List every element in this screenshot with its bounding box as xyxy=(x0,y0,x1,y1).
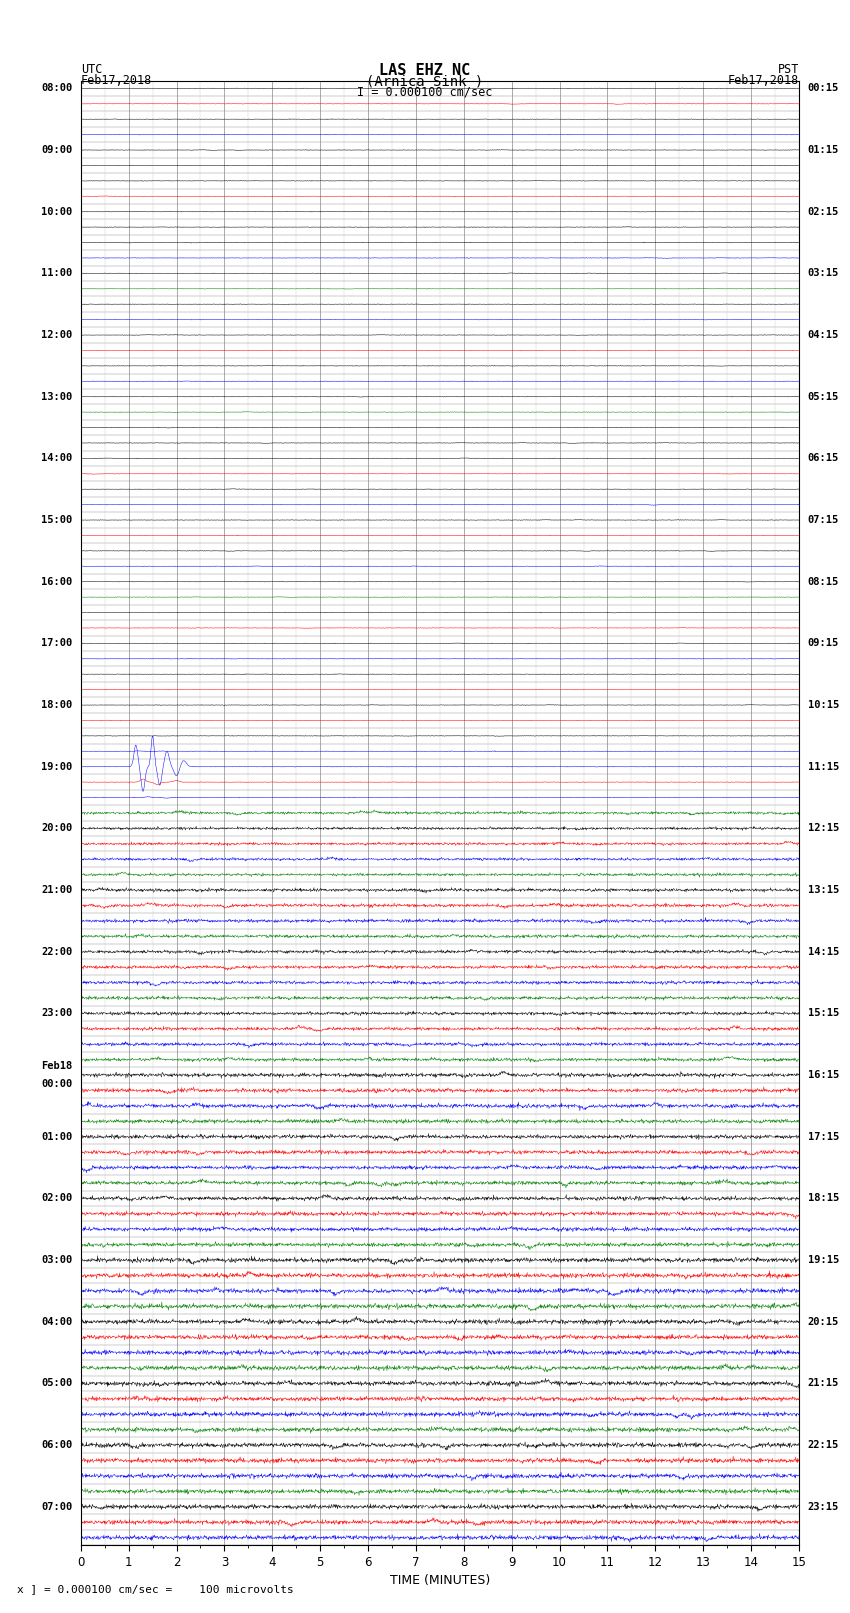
Text: 01:15: 01:15 xyxy=(808,145,839,155)
Text: 11:15: 11:15 xyxy=(808,761,839,771)
Text: 13:00: 13:00 xyxy=(41,392,72,402)
Text: 18:15: 18:15 xyxy=(808,1194,839,1203)
Text: 11:00: 11:00 xyxy=(41,268,72,279)
Text: 06:15: 06:15 xyxy=(808,453,839,463)
Text: 16:15: 16:15 xyxy=(808,1069,839,1081)
Text: 04:00: 04:00 xyxy=(41,1316,72,1327)
Text: 17:00: 17:00 xyxy=(41,639,72,648)
Text: 15:15: 15:15 xyxy=(808,1008,839,1018)
Text: 16:00: 16:00 xyxy=(41,577,72,587)
Text: 03:00: 03:00 xyxy=(41,1255,72,1265)
Text: Feb17,2018: Feb17,2018 xyxy=(728,74,799,87)
Text: 21:15: 21:15 xyxy=(808,1379,839,1389)
Text: 03:15: 03:15 xyxy=(808,268,839,279)
Text: 18:00: 18:00 xyxy=(41,700,72,710)
Text: 09:15: 09:15 xyxy=(808,639,839,648)
Text: 06:00: 06:00 xyxy=(41,1440,72,1450)
Text: 14:15: 14:15 xyxy=(808,947,839,957)
Text: 22:15: 22:15 xyxy=(808,1440,839,1450)
Text: PST: PST xyxy=(778,63,799,76)
Text: 12:15: 12:15 xyxy=(808,823,839,834)
Text: 07:15: 07:15 xyxy=(808,515,839,524)
Text: 00:00: 00:00 xyxy=(41,1079,72,1089)
Text: 21:00: 21:00 xyxy=(41,886,72,895)
Text: Feb18: Feb18 xyxy=(41,1061,72,1071)
Text: (Arnica Sink ): (Arnica Sink ) xyxy=(366,74,484,89)
Text: 05:15: 05:15 xyxy=(808,392,839,402)
Text: 05:00: 05:00 xyxy=(41,1379,72,1389)
Text: 08:00: 08:00 xyxy=(41,84,72,94)
Text: 02:00: 02:00 xyxy=(41,1194,72,1203)
Text: 19:15: 19:15 xyxy=(808,1255,839,1265)
Text: 09:00: 09:00 xyxy=(41,145,72,155)
Text: I = 0.000100 cm/sec: I = 0.000100 cm/sec xyxy=(357,85,493,98)
Text: 07:00: 07:00 xyxy=(41,1502,72,1511)
Text: 00:15: 00:15 xyxy=(808,84,839,94)
Text: 22:00: 22:00 xyxy=(41,947,72,957)
Text: 17:15: 17:15 xyxy=(808,1132,839,1142)
Text: 01:00: 01:00 xyxy=(41,1132,72,1142)
Text: 08:15: 08:15 xyxy=(808,577,839,587)
Text: 14:00: 14:00 xyxy=(41,453,72,463)
Text: 04:15: 04:15 xyxy=(808,331,839,340)
X-axis label: TIME (MINUTES): TIME (MINUTES) xyxy=(390,1574,490,1587)
Text: LAS EHZ NC: LAS EHZ NC xyxy=(379,63,471,77)
Text: 02:15: 02:15 xyxy=(808,206,839,216)
Text: 13:15: 13:15 xyxy=(808,886,839,895)
Text: Feb17,2018: Feb17,2018 xyxy=(81,74,152,87)
Text: 23:15: 23:15 xyxy=(808,1502,839,1511)
Text: 12:00: 12:00 xyxy=(41,331,72,340)
Text: 20:00: 20:00 xyxy=(41,823,72,834)
Text: 23:00: 23:00 xyxy=(41,1008,72,1018)
Text: 15:00: 15:00 xyxy=(41,515,72,524)
Text: 10:00: 10:00 xyxy=(41,206,72,216)
Text: x ] = 0.000100 cm/sec =    100 microvolts: x ] = 0.000100 cm/sec = 100 microvolts xyxy=(17,1584,294,1594)
Text: UTC: UTC xyxy=(81,63,102,76)
Text: 10:15: 10:15 xyxy=(808,700,839,710)
Text: 19:00: 19:00 xyxy=(41,761,72,771)
Text: 20:15: 20:15 xyxy=(808,1316,839,1327)
